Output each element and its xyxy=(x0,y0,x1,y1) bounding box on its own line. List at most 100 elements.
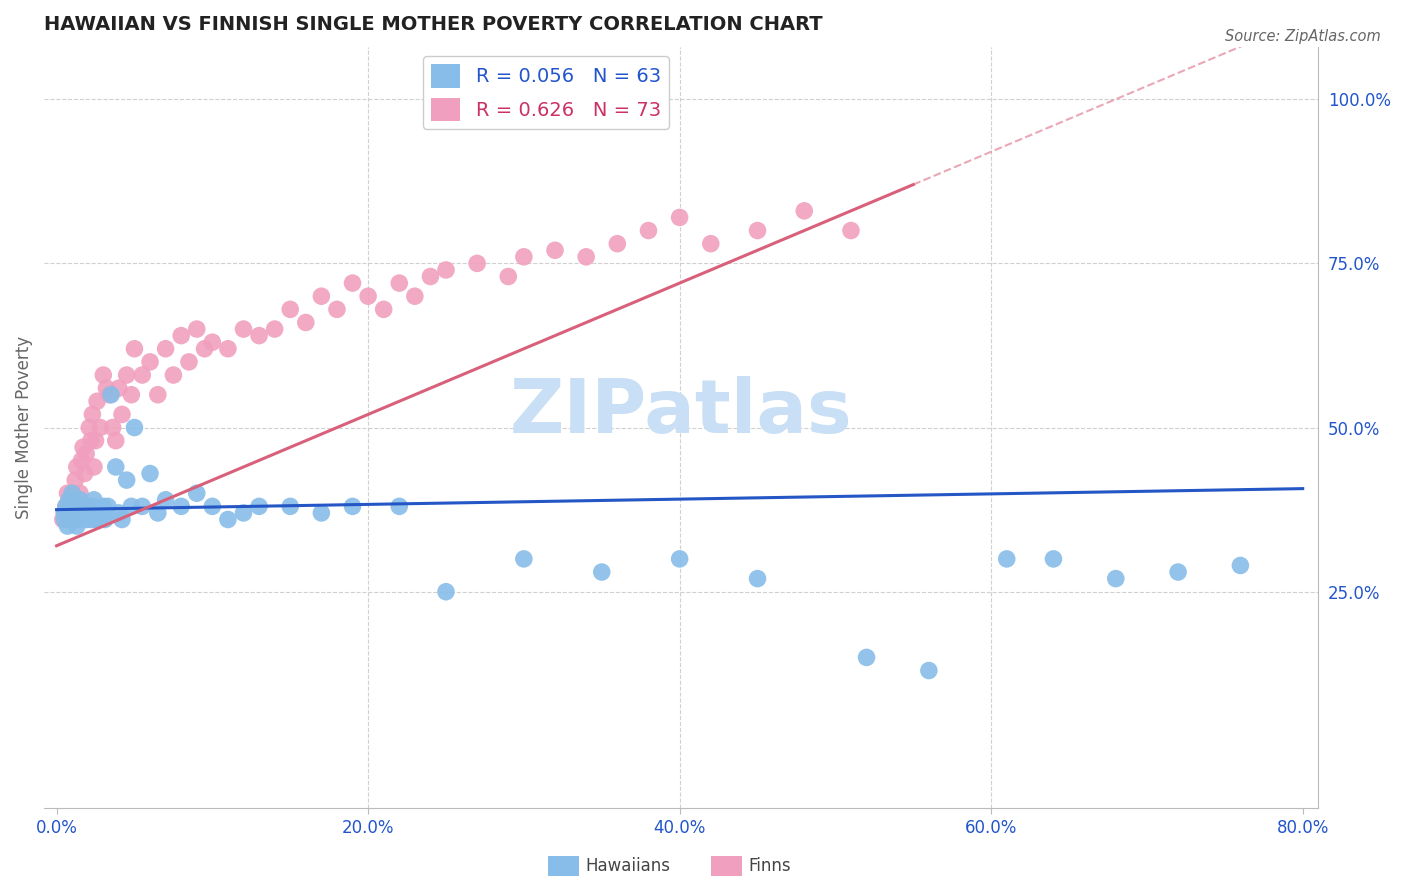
Point xyxy=(76,500,98,514)
Point xyxy=(465,256,488,270)
Text: Hawaiians: Hawaiians xyxy=(585,857,669,875)
Point xyxy=(263,322,285,336)
Point xyxy=(139,467,162,481)
Point xyxy=(65,500,87,514)
Point xyxy=(357,289,380,303)
Point xyxy=(72,506,94,520)
Point xyxy=(72,440,94,454)
Point xyxy=(84,434,107,448)
Point xyxy=(668,552,690,566)
Point xyxy=(66,519,89,533)
Point xyxy=(73,500,96,514)
Point xyxy=(75,447,97,461)
Point xyxy=(247,500,270,514)
Point xyxy=(311,289,333,303)
Point xyxy=(96,506,118,520)
Point xyxy=(177,355,200,369)
Point xyxy=(55,500,77,514)
Point xyxy=(124,420,146,434)
Point xyxy=(53,512,76,526)
Point xyxy=(59,512,82,526)
Point xyxy=(91,368,114,382)
Point xyxy=(342,276,364,290)
Point xyxy=(1042,552,1064,566)
Point xyxy=(66,506,89,520)
Point xyxy=(995,552,1018,566)
Point xyxy=(170,500,193,514)
Point xyxy=(55,500,77,514)
Point xyxy=(217,342,239,356)
Point xyxy=(76,500,98,514)
Point xyxy=(56,519,79,533)
Point xyxy=(96,381,118,395)
Point xyxy=(60,486,83,500)
Point xyxy=(82,408,104,422)
Point xyxy=(98,388,121,402)
Point xyxy=(201,335,224,350)
Y-axis label: Single Mother Poverty: Single Mother Poverty xyxy=(15,336,32,519)
Point xyxy=(1229,558,1251,573)
Point xyxy=(65,473,87,487)
Point xyxy=(80,512,103,526)
Point xyxy=(104,434,127,448)
Point xyxy=(56,512,79,526)
Point xyxy=(544,244,567,258)
Point xyxy=(62,512,84,526)
Point xyxy=(67,506,90,520)
Point xyxy=(498,269,520,284)
Point xyxy=(388,276,411,290)
Point xyxy=(111,408,134,422)
Point xyxy=(75,512,97,526)
Text: Finns: Finns xyxy=(748,857,790,875)
Point xyxy=(120,388,142,402)
Point xyxy=(60,506,83,520)
Point xyxy=(388,500,411,514)
Point xyxy=(591,565,613,579)
Point xyxy=(104,459,127,474)
Point xyxy=(668,211,690,225)
Point xyxy=(124,342,146,356)
Point xyxy=(69,492,91,507)
Point xyxy=(311,506,333,520)
Point xyxy=(918,664,941,678)
Point xyxy=(65,512,87,526)
Point xyxy=(70,453,93,467)
Point xyxy=(434,263,457,277)
Point xyxy=(100,388,122,402)
Text: ZIPatlas: ZIPatlas xyxy=(510,376,852,449)
Legend: R = 0.056   N = 63, R = 0.626   N = 73: R = 0.056 N = 63, R = 0.626 N = 73 xyxy=(423,56,669,129)
Point xyxy=(59,500,82,514)
Point xyxy=(67,500,90,514)
Point xyxy=(83,459,105,474)
Point xyxy=(82,500,104,514)
Point xyxy=(606,236,628,251)
Point xyxy=(53,506,76,520)
Point xyxy=(278,500,301,514)
Point xyxy=(155,492,177,507)
Point xyxy=(108,506,131,520)
Point xyxy=(232,506,254,520)
Point xyxy=(58,506,80,520)
Point xyxy=(58,492,80,507)
Point xyxy=(115,473,138,487)
Point xyxy=(66,459,89,474)
Point xyxy=(1105,572,1128,586)
Point xyxy=(84,512,107,526)
Point xyxy=(793,203,815,218)
Text: HAWAIIAN VS FINNISH SINGLE MOTHER POVERTY CORRELATION CHART: HAWAIIAN VS FINNISH SINGLE MOTHER POVERT… xyxy=(44,15,823,34)
Point xyxy=(139,355,162,369)
Point xyxy=(80,434,103,448)
Point xyxy=(79,420,101,434)
Point xyxy=(73,467,96,481)
Point xyxy=(1167,565,1189,579)
Point xyxy=(53,506,76,520)
Point xyxy=(146,506,169,520)
Point xyxy=(83,492,105,507)
Point xyxy=(86,394,108,409)
Point xyxy=(146,388,169,402)
Point xyxy=(839,223,862,237)
Point xyxy=(186,322,208,336)
Point xyxy=(201,500,224,514)
Point xyxy=(294,316,316,330)
Point xyxy=(855,650,877,665)
